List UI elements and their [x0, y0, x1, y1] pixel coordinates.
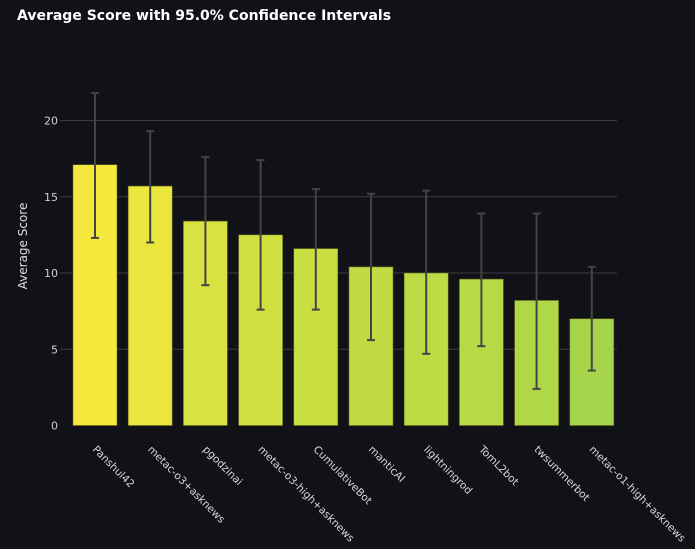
- x-tick-label: CumulativeBot: [311, 444, 374, 507]
- y-tick-label: 0: [51, 420, 58, 433]
- x-tick-label: TomL2bot: [476, 443, 521, 488]
- x-tick-label: manticAI: [366, 444, 407, 485]
- x-tick-label: metac-o3-high+asknews: [255, 444, 356, 545]
- y-axis-label: Average Score: [16, 203, 30, 290]
- x-tick-label: metac-o1-high+asknews: [587, 444, 688, 545]
- chart-title: Average Score with 95.0% Confidence Inte…: [17, 8, 392, 24]
- x-tick-label: pgodzinai: [200, 444, 244, 488]
- y-tick-label: 10: [44, 267, 58, 280]
- y-tick-label: 5: [51, 343, 58, 356]
- y-tick-label: 15: [44, 191, 58, 204]
- x-tick-label: Panshul42: [90, 444, 137, 491]
- x-tick-label: twsummerbot: [531, 444, 591, 504]
- x-tick-label: lightningrod: [421, 444, 474, 497]
- y-tick-label: 20: [44, 115, 58, 128]
